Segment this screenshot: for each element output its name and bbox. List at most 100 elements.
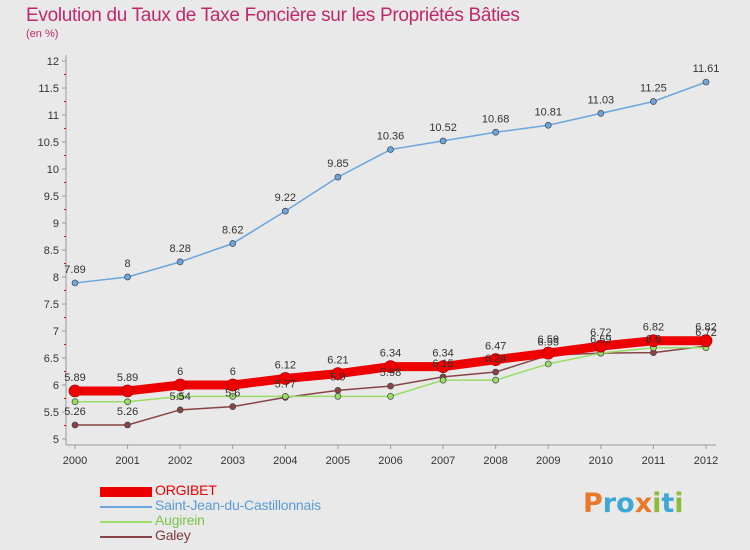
data-point-galey [492, 368, 500, 376]
data-label-saint-jean-du-castillonnais: 7.89 [64, 264, 85, 276]
data-point-saint-jean-du-castillonnais [71, 279, 79, 287]
data-label-saint-jean-du-castillonnais: 10.36 [377, 131, 405, 143]
y-tick-label: 6.5 [44, 353, 59, 365]
y-tick-label: 10 [47, 164, 59, 176]
data-point-orgibet [594, 339, 608, 353]
data-label-galey: 6.59 [590, 334, 611, 346]
data-point-saint-jean-du-castillonnais [281, 207, 289, 215]
logo-letter: i [652, 488, 662, 519]
legend-swatch-galey [100, 536, 152, 538]
data-point-saint-jean-du-castillonnais [702, 78, 710, 86]
logo-letter: P [583, 488, 603, 519]
data-label-orgibet: 6.47 [485, 341, 506, 353]
data-label-saint-jean-du-castillonnais: 8.28 [169, 243, 190, 255]
data-label-galey: 6.24 [485, 353, 506, 365]
legend-swatch-augirein [100, 521, 152, 523]
x-tick-label: 2009 [536, 455, 560, 467]
data-point-galey [124, 421, 131, 429]
data-label-saint-jean-du-castillonnais: 9.85 [327, 158, 348, 170]
x-tick-label: 2000 [63, 455, 87, 467]
data-point-saint-jean-du-castillonnais [176, 258, 184, 266]
data-label-saint-jean-du-castillonnais: 11.03 [587, 94, 614, 106]
y-tick-label: 9 [53, 218, 59, 230]
x-tick-label: 2012 [694, 455, 718, 467]
data-point-augirein [544, 360, 552, 368]
data-point-galey [387, 382, 394, 390]
legend-swatch-orgibet [100, 487, 152, 497]
data-point-saint-jean-du-castillonnais [597, 110, 605, 117]
data-point-augirein [492, 376, 500, 384]
data-label-orgibet: 6.21 [327, 355, 348, 367]
data-point-orgibet [647, 334, 660, 348]
data-label-galey: 5.54 [169, 391, 190, 403]
data-label-saint-jean-du-castillonnais: 10.81 [534, 106, 562, 118]
legend-swatch-saint-jean [100, 506, 152, 508]
data-point-orgibet [436, 360, 450, 373]
x-tick-label: 2007 [431, 455, 455, 467]
data-label-orgibet: 6 [230, 366, 236, 378]
data-point-augirein [439, 376, 447, 384]
x-tick-label: 2002 [168, 455, 192, 467]
legend-label-galey: Galey [155, 527, 191, 543]
logo-letter: i [674, 488, 684, 519]
data-point-orgibet [541, 346, 555, 360]
data-label-orgibet: 6.72 [590, 327, 611, 339]
x-tick-label: 2010 [589, 455, 613, 467]
data-label-saint-jean-du-castillonnais: 10.68 [482, 113, 510, 125]
x-tick-label: 2008 [483, 455, 507, 467]
proxiti-logo: Proxiti [583, 488, 684, 519]
y-tick-label: 7 [53, 326, 59, 338]
data-label-galey: 6.55 [538, 336, 559, 348]
data-label-galey: 5.6 [225, 388, 240, 400]
data-label-orgibet: 6.82 [695, 322, 716, 334]
data-label-orgibet: 6 [177, 366, 183, 378]
data-label-galey: 5.26 [64, 406, 85, 418]
data-point-orgibet [68, 384, 82, 398]
data-label-saint-jean-du-castillonnais: 11.61 [693, 63, 720, 75]
data-label-orgibet: 5.89 [117, 372, 138, 384]
logo-letter: t [661, 488, 675, 519]
data-label-orgibet: 5.89 [64, 372, 85, 384]
data-point-augirein [71, 398, 79, 406]
y-tick-label: 6 [53, 380, 59, 392]
y-tick-label: 8.5 [44, 245, 59, 257]
data-point-augirein [124, 398, 131, 406]
y-tick-label: 10.5 [38, 137, 59, 149]
data-label-saint-jean-du-castillonnais: 11.25 [640, 83, 667, 95]
data-point-saint-jean-du-castillonnais [439, 137, 447, 145]
data-point-augirein [281, 392, 289, 400]
x-tick-label: 2011 [642, 455, 666, 467]
data-label-galey: 5.98 [380, 367, 401, 379]
data-point-orgibet [278, 372, 292, 385]
data-label-saint-jean-du-castillonnais: 8.62 [222, 225, 243, 237]
data-point-saint-jean-du-castillonnais [387, 146, 394, 153]
data-label-saint-jean-du-castillonnais: 8 [125, 258, 131, 270]
x-tick-label: 2001 [115, 455, 139, 467]
y-tick-label: 11.5 [38, 83, 59, 95]
data-label-orgibet: 6.12 [275, 360, 296, 372]
data-label-saint-jean-du-castillonnais: 9.22 [275, 192, 296, 204]
data-label-saint-jean-du-castillonnais: 10.52 [429, 122, 457, 134]
data-point-orgibet [121, 384, 134, 398]
data-point-orgibet [331, 367, 345, 381]
data-point-saint-jean-du-castillonnais [334, 173, 342, 181]
y-tick-label: 7.5 [44, 299, 59, 311]
data-point-saint-jean-du-castillonnais [544, 121, 552, 129]
data-label-galey: 5.9 [330, 371, 345, 383]
x-tick-label: 2003 [221, 455, 245, 467]
legend-label-saint-jean: Saint-Jean-du-Castillonnais [155, 497, 321, 513]
data-point-orgibet [226, 378, 240, 392]
x-tick-label: 2006 [378, 455, 402, 467]
data-label-galey: 6.72 [695, 327, 716, 339]
data-point-saint-jean-du-castillonnais [650, 98, 657, 105]
data-label-galey: 6.6 [646, 334, 661, 346]
data-point-galey [229, 403, 237, 410]
data-point-augirein [387, 392, 394, 400]
y-tick-label: 12 [47, 56, 59, 68]
y-tick-label: 5.5 [44, 407, 59, 419]
y-tick-label: 11 [48, 110, 59, 122]
data-label-galey: 5.26 [117, 406, 138, 418]
data-point-galey [334, 387, 342, 394]
